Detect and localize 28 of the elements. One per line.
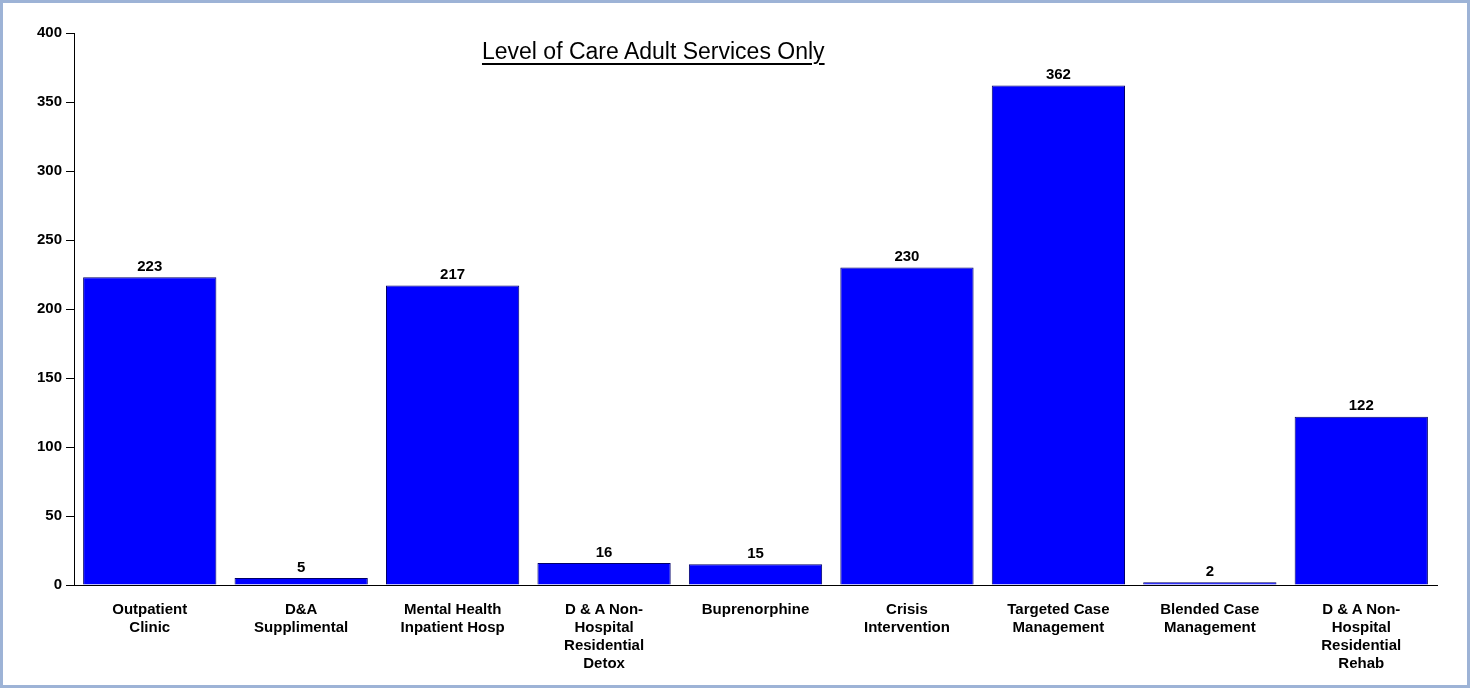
x-tick-label: Blended Case Management [1160, 600, 1260, 636]
data-label: 362 [1045, 65, 1071, 83]
data-label: 15 [747, 543, 764, 561]
x-tick-label: Targeted Case Management [1007, 600, 1110, 636]
data-label: 2 [1205, 561, 1215, 579]
x-tick-label: Outpatient Clinic [112, 600, 188, 636]
y-tick-label: 50 [45, 506, 63, 524]
x-tick-label: D & A Non-Hospital Residential Detox [564, 600, 645, 672]
y-tick-label: 0 [53, 575, 63, 593]
y-tick-label: 300 [37, 161, 63, 179]
x-tick-label: Crisis Intervention [864, 600, 950, 636]
y-tick-label: 200 [37, 299, 63, 317]
data-label: 223 [137, 256, 163, 274]
y-tick-label: 250 [37, 230, 63, 248]
data-label: 16 [595, 542, 613, 560]
x-tick-label: D&A Supplimental [254, 600, 349, 636]
x-tick-label: Mental Health Inpatient Hosp [400, 600, 505, 636]
chart-title: Level of Care Adult Services Only [481, 38, 825, 65]
x-tick-label: D & A Non-Hospital Residential Rehab [1321, 600, 1402, 672]
y-tick-label: 350 [37, 92, 63, 110]
data-label: 217 [440, 265, 466, 283]
data-label: 230 [894, 247, 920, 265]
y-tick-label: 150 [37, 368, 63, 386]
y-tick-label: 400 [37, 23, 63, 41]
data-label: 122 [1348, 396, 1374, 414]
y-tick-label: 100 [37, 437, 63, 455]
data-label: 5 [297, 557, 306, 575]
x-tick-label: Buprenorphine [701, 600, 810, 618]
